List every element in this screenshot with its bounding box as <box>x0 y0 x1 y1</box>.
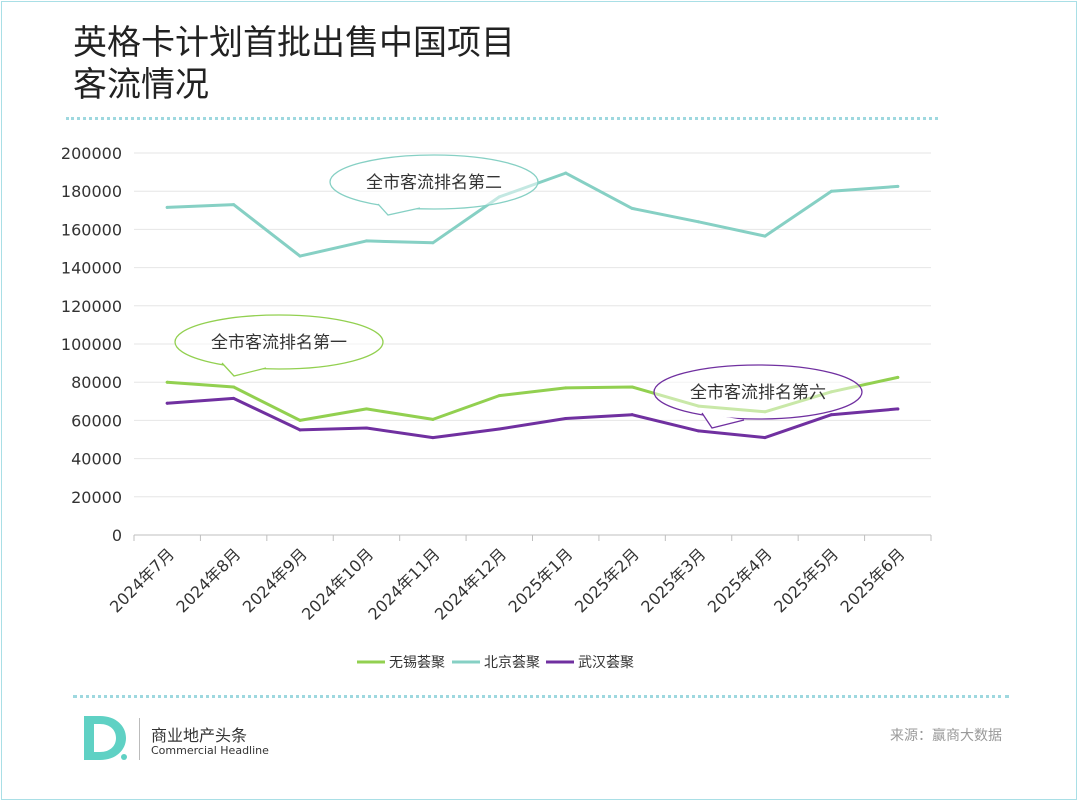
data-point <box>697 429 701 433</box>
data-point <box>165 380 169 384</box>
x-tick-label: 2024年8月 <box>172 544 244 616</box>
x-tick-label: 2024年7月 <box>106 544 178 616</box>
y-tick-label: 180000 <box>61 182 122 201</box>
x-tick-label: 2025年1月 <box>504 544 576 616</box>
line-chart: 0 20000 40000 60000 80000 100000 120000 140000 1… <box>61 144 932 671</box>
data-point <box>564 416 568 420</box>
annotation-label: 全市客流排名第一 <box>211 333 347 353</box>
x-tick-label: 2025年2月 <box>571 544 643 616</box>
brand-name-cn: 商业地产头条 <box>151 726 248 745</box>
data-point <box>829 413 833 417</box>
legend-label: 无锡荟聚 <box>389 654 445 671</box>
annotation-bubble <box>174 314 384 370</box>
y-tick-label: 140000 <box>61 259 122 278</box>
data-point <box>630 206 634 210</box>
brand-name-en: Commercial Headline <box>151 744 269 757</box>
series-line-wuhan <box>165 396 900 440</box>
d-logo-icon <box>84 716 127 760</box>
x-tick-label: 2024年9月 <box>239 544 311 616</box>
annotation-tail <box>377 203 421 216</box>
y-tick-label: 160000 <box>61 220 122 239</box>
bottom-dotted-divider <box>73 695 1009 698</box>
legend-label: 北京荟聚 <box>484 654 540 671</box>
annotation-label: 全市客流排名第二 <box>366 173 502 193</box>
x-tick-label: 2025年6月 <box>837 544 909 616</box>
data-point <box>165 205 169 209</box>
data-point <box>232 396 236 400</box>
y-tick-label: 80000 <box>71 373 122 392</box>
data-point <box>165 401 169 405</box>
data-point <box>232 203 236 207</box>
logo-divider <box>139 718 140 760</box>
data-point <box>431 241 435 245</box>
x-tick-label: 2025年3月 <box>637 544 709 616</box>
data-point <box>298 418 302 422</box>
data-point <box>896 184 900 188</box>
data-point <box>564 386 568 390</box>
data-point <box>763 234 767 238</box>
data-point <box>896 375 900 379</box>
annotation-bubble <box>653 364 863 420</box>
data-point <box>364 407 368 411</box>
data-point <box>431 417 435 421</box>
data-point <box>630 385 634 389</box>
top-dotted-divider <box>66 117 938 120</box>
data-point <box>697 220 701 224</box>
x-tick-label: 2024年12月 <box>431 544 510 623</box>
chart-title: 英格卡计划首批出售中国项目 客流情况 <box>73 23 515 105</box>
y-tick-label: 120000 <box>61 297 122 316</box>
annotation-tail <box>701 412 745 429</box>
data-point <box>364 426 368 430</box>
y-tick-label: 0 <box>112 526 122 545</box>
annotation-label: 全市客流排名第六 <box>690 383 826 403</box>
data-point <box>630 413 634 417</box>
data-point <box>232 385 236 389</box>
data-point <box>298 254 302 258</box>
annotation-bubble <box>329 154 539 210</box>
y-tick-label: 60000 <box>71 411 122 430</box>
y-tick-label: 100000 <box>61 335 122 354</box>
x-tick-label: 2025年4月 <box>704 544 776 616</box>
y-tick-label: 200000 <box>61 144 122 163</box>
data-point <box>564 171 568 175</box>
y-tick-label: 20000 <box>71 488 122 507</box>
data-point <box>298 428 302 432</box>
data-point <box>497 394 501 398</box>
data-point <box>431 436 435 440</box>
legend-label: 武汉荟聚 <box>578 654 634 671</box>
y-tick-label: 40000 <box>71 450 122 469</box>
data-point <box>829 189 833 193</box>
data-point <box>896 407 900 411</box>
annotation-tail <box>221 362 267 377</box>
data-point <box>364 239 368 243</box>
data-point <box>497 427 501 431</box>
data-source: 来源：赢商大数据 <box>890 728 1002 744</box>
x-tick-label: 2025年5月 <box>770 544 842 616</box>
data-point <box>763 436 767 440</box>
